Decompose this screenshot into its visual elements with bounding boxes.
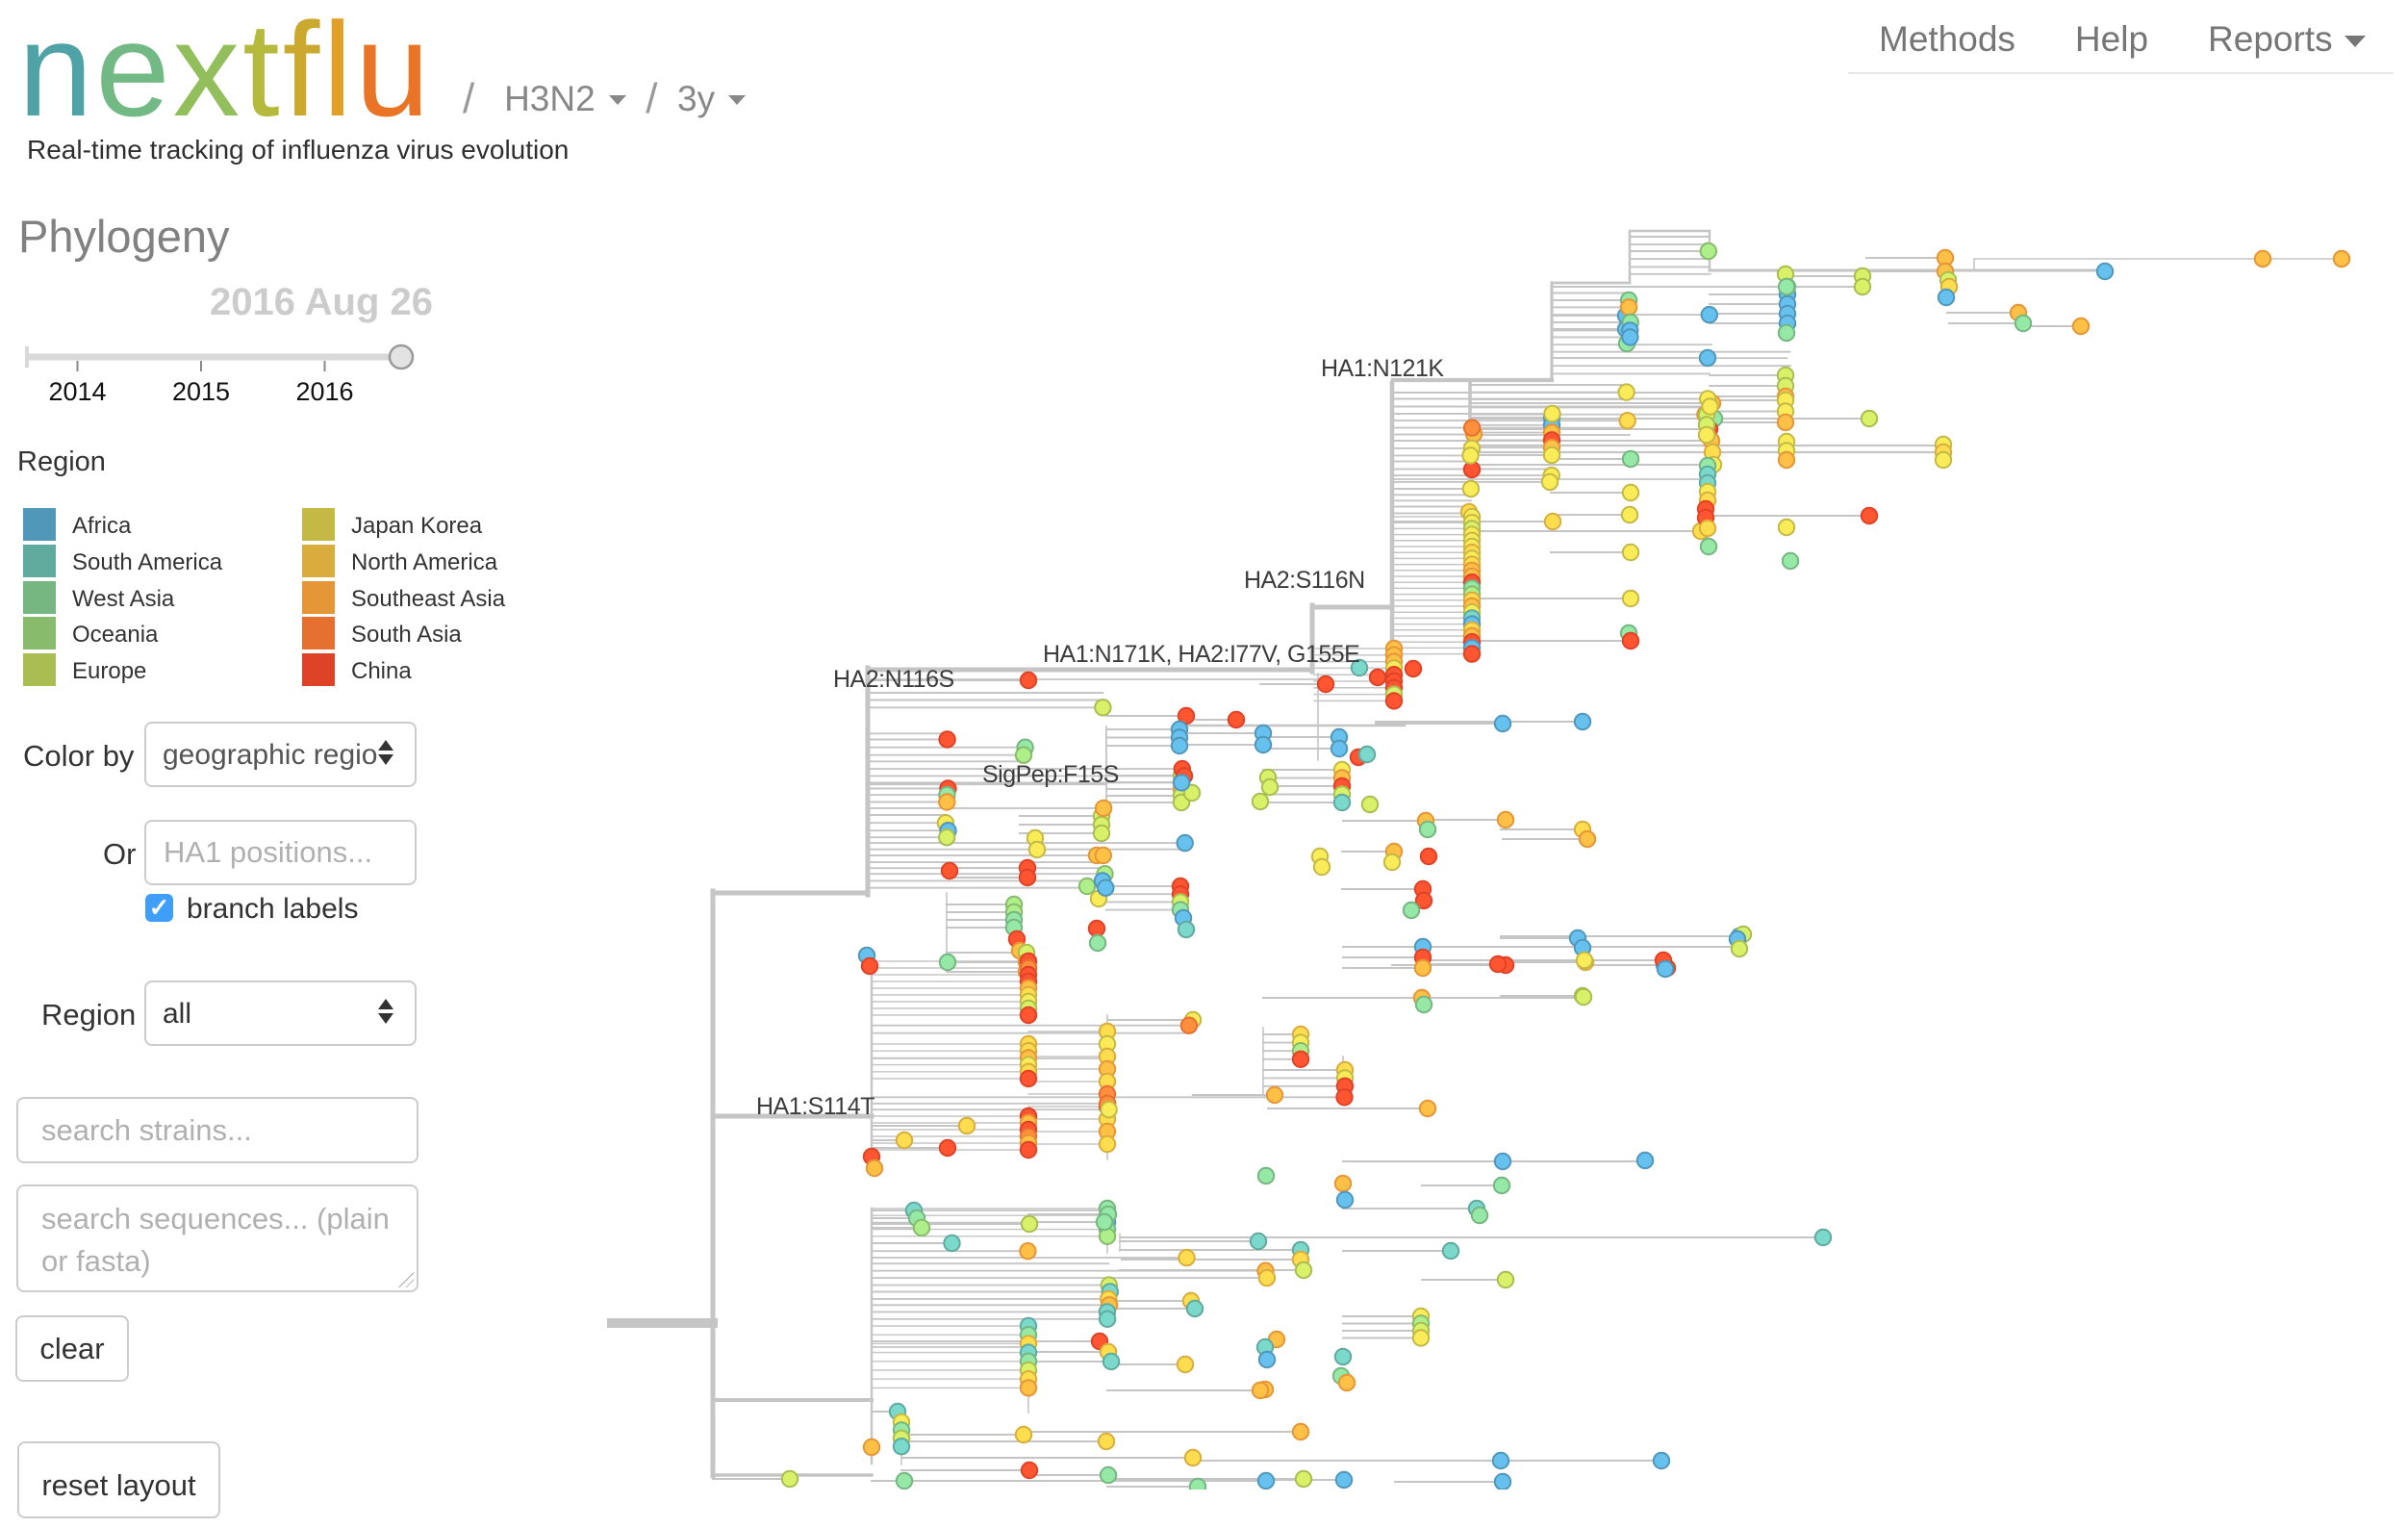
svg-text:HA1:S114T: HA1:S114T [756, 1093, 874, 1120]
svg-text:2016: 2016 [295, 377, 353, 406]
svg-text:HA1:N121K: HA1:N121K [1321, 355, 1444, 382]
svg-text:HA2:S116N: HA2:S116N [1244, 567, 1365, 594]
svg-text:2015: 2015 [172, 377, 230, 406]
svg-text:2014: 2014 [48, 377, 106, 406]
svg-text:HA2:N116S: HA2:N116S [833, 666, 954, 693]
svg-text:SigPep:F15S: SigPep:F15S [982, 761, 1119, 788]
svg-text:HA1:N171K, HA2:I77V, G155E: HA1:N171K, HA2:I77V, G155E [1043, 641, 1359, 668]
